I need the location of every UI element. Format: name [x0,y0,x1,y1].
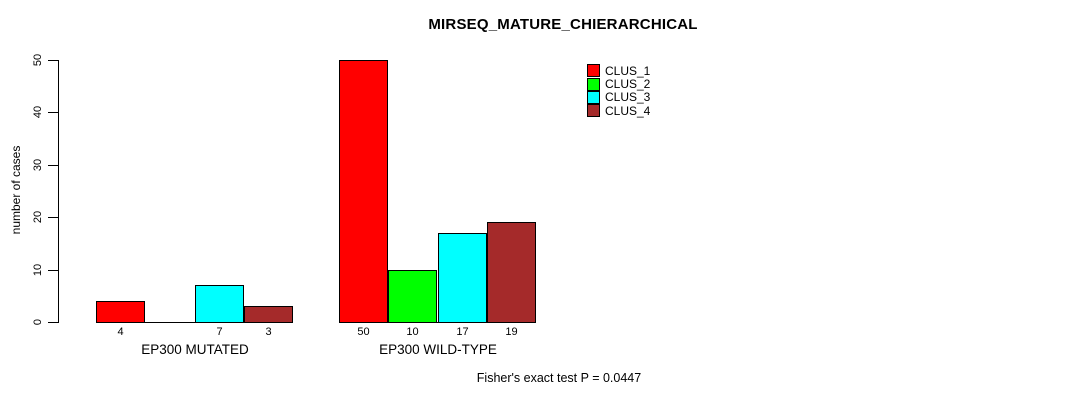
group-baseline [96,322,294,323]
y-tick-label: 0 [32,318,44,326]
bar-value-label: 7 [216,326,223,338]
bar-clus-4-ep300-mutated [244,306,293,323]
y-axis-label: number of cases [9,145,23,235]
bar-value-label: 3 [265,326,272,338]
y-tick-label: 10 [32,263,44,276]
chart-title: MIRSEQ_MATURE_CHIERARCHICAL [428,16,698,33]
legend-label: CLUS_4 [605,103,651,118]
bar-clus-1-ep300-wild-type [339,60,388,323]
group-baseline [339,322,537,323]
bar-clus-4-ep300-wild-type [487,222,536,323]
y-tick-label: 20 [32,211,44,224]
y-tick-mark [48,322,58,323]
y-tick-mark [48,164,58,166]
y-tick-mark [48,217,58,219]
bar-value-label: 50 [357,326,370,338]
y-tick-label: 30 [32,158,44,171]
y-tick-label: 40 [32,106,44,119]
legend-item-clus-2: CLUS_2 [587,77,651,92]
legend-label: CLUS_1 [605,63,651,78]
legend-label: CLUS_3 [605,90,651,105]
y-tick-mark [48,60,58,61]
statistical-test-annotation: Fisher's exact test P = 0.0447 [476,371,642,385]
legend-item-clus-4: CLUS_4 [587,103,651,118]
bar-clus-2-ep300-wild-type [388,270,437,323]
legend-swatch-clus-2 [587,77,600,91]
legend-label: CLUS_2 [605,77,651,92]
bar-clus-3-ep300-mutated [195,285,244,323]
legend-item-clus-3: CLUS_3 [587,90,651,105]
legend-swatch-clus-1 [587,64,600,78]
bar-value-label: 17 [456,326,469,338]
bar-clus-1-ep300-mutated [96,301,145,323]
x-axis-category-label: EP300 MUTATED [141,342,249,357]
y-tick-mark [48,112,58,114]
legend-swatch-clus-4 [587,104,600,118]
y-tick-label: 50 [32,53,44,67]
bar-value-label: 4 [117,326,124,338]
legend: CLUS_1 CLUS_2 CLUS_3 CLUS_4 [587,64,650,118]
x-axis-category-label: EP300 WILD-TYPE [379,342,497,357]
bar-value-label: 19 [505,326,518,338]
legend-swatch-clus-3 [587,90,600,104]
y-tick-mark [48,269,58,271]
y-axis-line [58,60,59,323]
bar-clus-3-ep300-wild-type [438,233,487,323]
bar-value-label: 10 [406,326,419,338]
legend-item-clus-1: CLUS_1 [587,63,651,78]
